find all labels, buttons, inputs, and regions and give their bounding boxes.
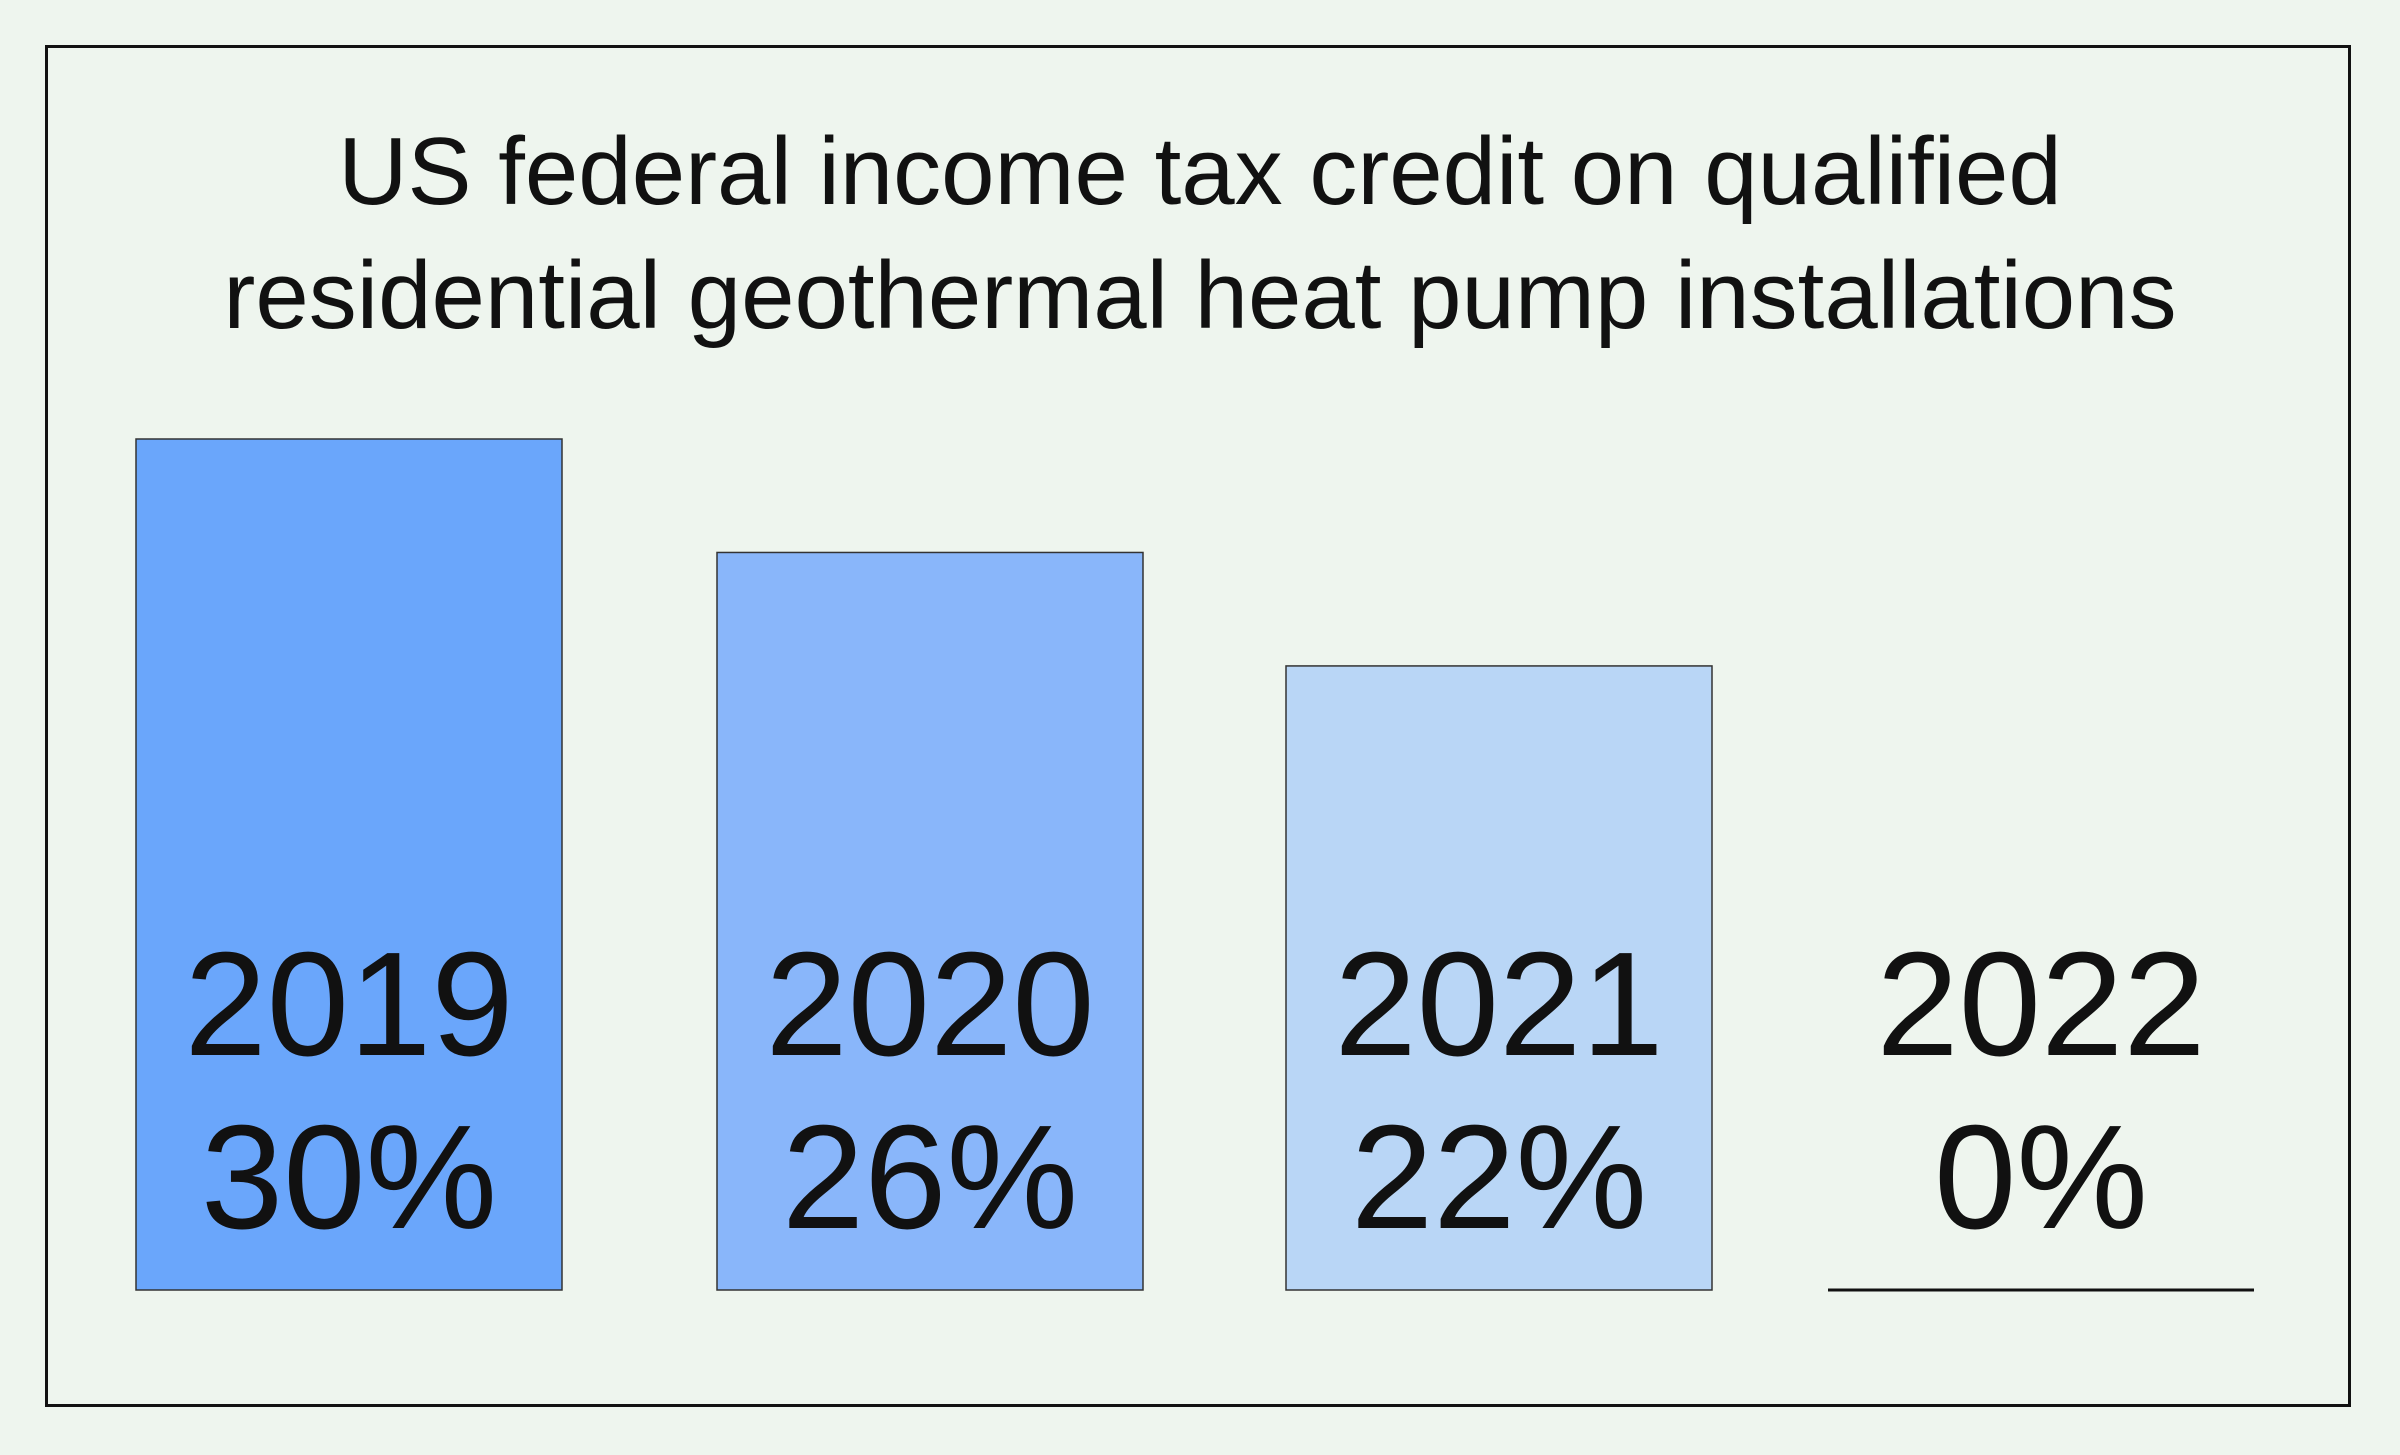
value-label-2019: 30% [201,1095,497,1260]
chart-title-line-2: residential geothermal heat pump install… [223,242,2177,349]
value-label-2021: 22% [1351,1095,1647,1260]
bar-2020 [716,551,1144,1291]
value-label-2020: 26% [782,1095,1078,1260]
bars-layer [135,438,2254,1292]
value-label-2022: 0% [1934,1095,2148,1260]
chart-title-line-1: US federal income tax credit on qualifie… [338,118,2062,225]
bar-2019 [135,438,563,1291]
bar-2021 [1285,665,1713,1291]
category-label-2019: 2019 [184,922,513,1087]
category-label-2022: 2022 [1876,922,2205,1087]
chart-frame [45,45,2351,1407]
category-label-2020: 2020 [765,922,1094,1087]
category-label-2021: 2021 [1334,922,1663,1087]
chart-title: US federal income tax credit on qualifie… [0,110,2400,358]
